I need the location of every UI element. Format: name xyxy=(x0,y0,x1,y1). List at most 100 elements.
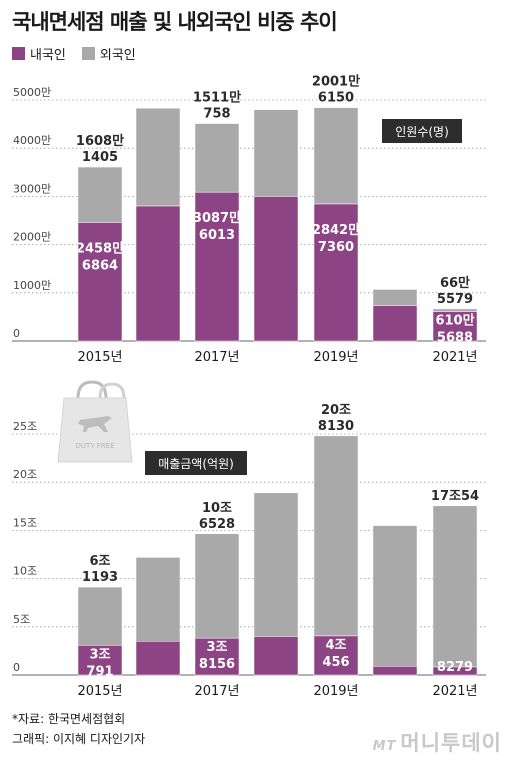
bag-text: DUTY FREE xyxy=(75,442,114,450)
legend: 내국인 외국인 xyxy=(12,44,136,63)
domestic-label-line1: 4조 xyxy=(325,638,346,653)
total-label-line2: 6528 xyxy=(199,517,235,532)
total-label-line2: 5579 xyxy=(437,292,473,307)
domestic-label-line1: 3087만 xyxy=(193,210,241,226)
y-tick-label: 20조 xyxy=(13,468,37,481)
bag-handle xyxy=(98,382,126,399)
bar-foreign-2020 xyxy=(372,525,418,667)
bar-domestic-2016 xyxy=(135,641,181,676)
total-label-line2: 758 xyxy=(203,107,230,122)
y-tick-label: 5000만 xyxy=(13,86,51,99)
brand-mt: MT xyxy=(372,739,397,754)
domestic-label-line1: 2458만 xyxy=(76,240,124,256)
bar-foreign-2015 xyxy=(77,166,123,223)
total-label-line1: 10조 xyxy=(202,501,232,516)
domestic-label-line2: 791 xyxy=(86,664,113,679)
x-tick-label: 2017년 xyxy=(194,684,239,699)
domestic-label-line2: 8156 xyxy=(199,657,235,672)
annotation-box xyxy=(145,451,247,475)
bag-body xyxy=(57,397,133,463)
domestic-label-line2: 7360 xyxy=(318,240,354,255)
total-label-line1: 17조54 xyxy=(431,489,479,504)
legend-item-foreign: 외국인 xyxy=(81,44,136,63)
legend-item-domestic: 내국인 xyxy=(12,44,66,63)
x-tick-label: 2017년 xyxy=(194,350,239,365)
bar-foreign-2015 xyxy=(77,586,123,646)
total-label-line2: 1193 xyxy=(82,570,118,585)
x-tick-label: 2019년 xyxy=(313,684,358,699)
total-label-line1: 2001만 xyxy=(312,74,360,90)
total-label-line1: 1511만 xyxy=(193,90,241,106)
legend-swatch-domestic xyxy=(12,47,25,60)
bar-domestic-2016 xyxy=(135,205,181,342)
annotation-text: 매출금액(억원) xyxy=(158,457,234,471)
total-label-line2: 8130 xyxy=(318,419,354,434)
shopping-bag-icon: DUTY FREE xyxy=(57,380,133,463)
y-tick-label: 5조 xyxy=(13,613,30,626)
bar-domestic-2021 xyxy=(432,311,478,342)
y-tick-label: 0 xyxy=(13,327,20,340)
bar-foreign-2019 xyxy=(313,107,359,205)
bar-foreign-2020 xyxy=(372,289,418,306)
bar-foreign-2021 xyxy=(432,308,478,312)
y-tick-label: 10조 xyxy=(13,565,37,578)
annotation-box xyxy=(382,119,462,143)
domestic-label-line1: 8279 xyxy=(437,660,473,675)
brand-logo: MT 머니투데이 xyxy=(373,727,502,757)
bar-foreign-2016 xyxy=(135,107,181,207)
y-tick-label: 1000만 xyxy=(13,279,51,292)
x-tick-label: 2015년 xyxy=(77,684,122,699)
domestic-label-line2: 6013 xyxy=(199,228,235,243)
bar-domestic-2018 xyxy=(253,196,299,342)
bar-domestic-2018 xyxy=(253,636,299,676)
domestic-label-line1: 3조 xyxy=(89,647,110,662)
bar-domestic-2017 xyxy=(194,191,240,342)
domestic-label-line2: 456 xyxy=(322,655,349,670)
total-label-line1: 20조 xyxy=(321,403,351,418)
y-tick-label: 25조 xyxy=(13,420,37,433)
credit-text: 그래픽: 이지혜 디자인기자 xyxy=(12,732,146,746)
annotation-text: 인원수(명) xyxy=(395,125,449,139)
bar-domestic-2021 xyxy=(432,666,478,676)
bar-domestic-2020 xyxy=(372,666,418,676)
bar-foreign-2017 xyxy=(194,533,240,639)
y-tick-label: 15조 xyxy=(13,516,37,529)
bar-foreign-2019 xyxy=(313,435,359,637)
total-label-line1: 6조 xyxy=(89,554,110,569)
bar-domestic-2019 xyxy=(313,635,359,676)
bar-domestic-2015 xyxy=(77,645,123,676)
bar-domestic-2019 xyxy=(313,203,359,342)
total-label-line1: 1608만 xyxy=(76,133,124,149)
domestic-label-line1: 2842만 xyxy=(312,222,360,238)
total-label-line1: 66만 xyxy=(440,275,470,291)
bar-domestic-2020 xyxy=(372,305,418,342)
total-label-line2: 1405 xyxy=(82,150,118,165)
bag-handle xyxy=(76,380,108,399)
domestic-label-line2: 6864 xyxy=(82,258,118,273)
legend-label-domestic: 내국인 xyxy=(30,48,66,63)
legend-swatch-foreign xyxy=(81,47,95,60)
page-title: 국내면세점 매출 및 내외국인 비중 추이 xyxy=(12,10,338,34)
bar-domestic-2015 xyxy=(77,222,123,342)
domestic-label-line2: 5688 xyxy=(437,331,473,346)
y-tick-label: 0 xyxy=(13,661,20,674)
bar-foreign-2021 xyxy=(432,505,478,668)
y-tick-label: 2000만 xyxy=(13,231,51,244)
x-tick-label: 2015년 xyxy=(77,350,122,365)
brand-name: 머니투데이 xyxy=(400,731,502,755)
domestic-label-line1: 610만 xyxy=(435,313,474,329)
bar-foreign-2018 xyxy=(253,109,299,197)
bar-foreign-2018 xyxy=(253,492,299,637)
bar-foreign-2016 xyxy=(135,557,181,642)
x-tick-label: 2021년 xyxy=(432,350,477,365)
source-text: *자료: 한국면세점협회 xyxy=(12,712,126,726)
legend-label-foreign: 외국인 xyxy=(99,48,136,63)
bar-foreign-2017 xyxy=(194,123,240,193)
x-tick-label: 2019년 xyxy=(313,350,358,365)
source-block: *자료: 한국면세점협회 그래픽: 이지혜 디자인기자 xyxy=(12,709,145,749)
x-tick-label: 2021년 xyxy=(432,684,477,699)
y-tick-label: 3000만 xyxy=(13,182,51,195)
y-tick-label: 4000만 xyxy=(13,134,51,147)
